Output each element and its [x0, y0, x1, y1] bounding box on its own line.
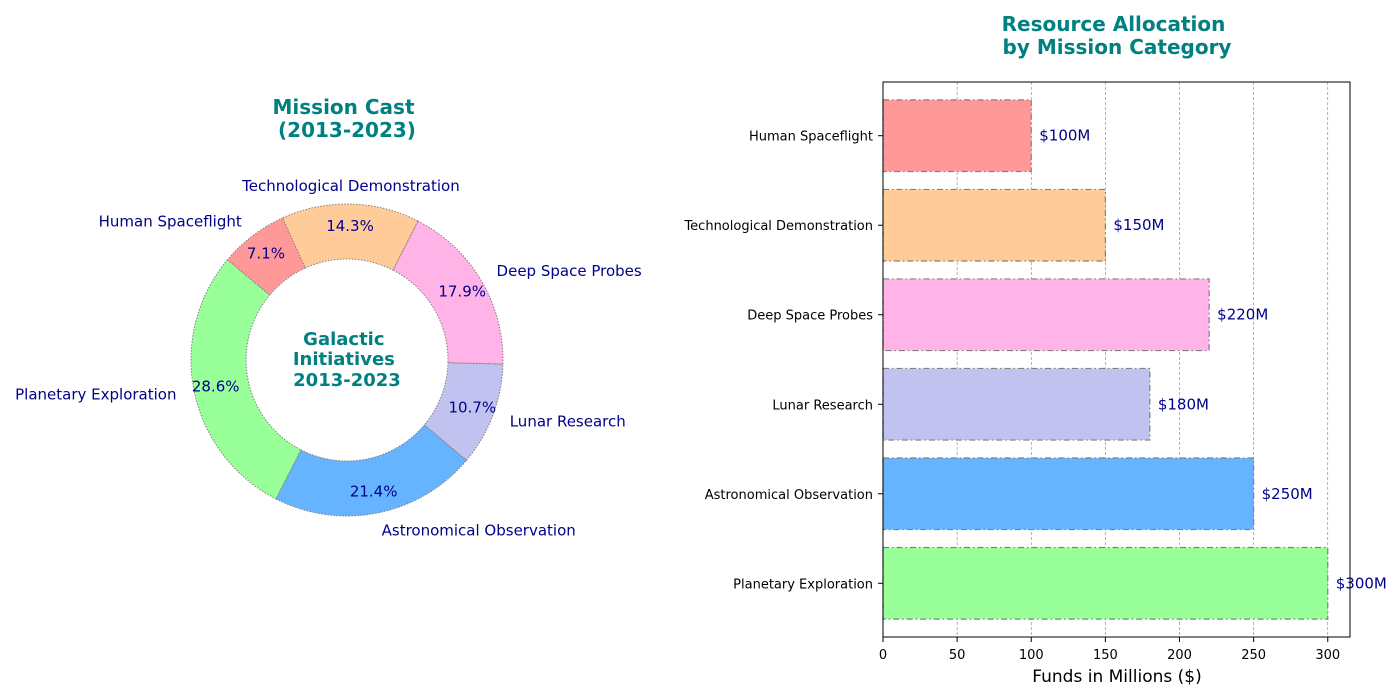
donut-category-label-planetary-exploration: Planetary Exploration — [15, 386, 176, 404]
bar-value-label-deep-space-probes: $220M — [1217, 306, 1268, 324]
donut-category-label-human-spaceflight: Human Spaceflight — [99, 212, 242, 230]
bar-y-tick-label-deep-space-probes: Deep Space Probes — [747, 309, 873, 324]
bar-chart-title: Resource Allocation by Mission Category — [1002, 12, 1233, 59]
donut-slice-lunar-research — [423, 362, 504, 461]
bar-y-tick-label-astronomical-observation: Astronomical Observation — [705, 488, 873, 503]
bar-value-label-astronomical-observation: $250M — [1262, 485, 1313, 503]
bar-ticks: 0 50 100 150 200 250 300 Planetary Exploration A… — [683, 130, 1340, 663]
donut-pct-label-astronomical-observation: 21.4% — [350, 482, 398, 500]
bar-astronomical-observation — [882, 457, 1255, 531]
bar-value-label-planetary-exploration: $300M — [1336, 574, 1387, 592]
bar-value-label-human-spaceflight: $100M — [1039, 127, 1090, 145]
bar-human-spaceflight — [882, 99, 1032, 173]
donut-slice-technological-demonstration — [281, 203, 419, 271]
bar-y-tick-label-lunar-research: Lunar Research — [772, 398, 873, 413]
donut-pct-label-technological-demonstration: 14.3% — [326, 217, 374, 235]
bar-x-tick-label: 250 — [1241, 648, 1266, 663]
donut-category-label-deep-space-probes: Deep Space Probes — [497, 262, 642, 280]
donut-pct-label-human-spaceflight: 7.1% — [247, 244, 285, 262]
donut-category-label-astronomical-observation: Astronomical Observation — [382, 522, 576, 540]
bar-planetary-exploration — [882, 546, 1329, 620]
donut-slice-planetary-exploration — [190, 259, 302, 500]
donut-slices — [190, 203, 504, 517]
bar-y-tick-label-human-spaceflight: Human Spaceflight — [749, 130, 873, 145]
donut-pct-label-lunar-research: 10.7% — [448, 398, 496, 416]
bar-lunar-research — [882, 367, 1151, 441]
bar-gridlines — [956, 82, 1329, 637]
donut-category-label-lunar-research: Lunar Research — [510, 413, 626, 431]
bar-value-label-lunar-research: $180M — [1158, 395, 1209, 413]
donut-center-text: Galactic Initiatives 2013-2023 — [293, 329, 401, 391]
bar-deep-space-probes — [882, 278, 1210, 352]
donut-labels: 28.6% Planetary Exploration 21.4% Astronomi… — [15, 177, 642, 539]
donut-pct-label-deep-space-probes: 17.9% — [438, 283, 486, 301]
bar-x-tick-label: 50 — [949, 648, 966, 663]
bar-x-tick-label: 150 — [1093, 648, 1118, 663]
bar-plot-frame — [882, 81, 1351, 638]
donut-pct-label-planetary-exploration: 28.6% — [192, 378, 240, 396]
donut-chart: Mission Cast (2013-2023) 28.6% Planetary … — [15, 95, 642, 540]
bar-x-tick-label: 300 — [1315, 648, 1340, 663]
donut-chart-title: Mission Cast (2013-2023) — [273, 95, 422, 142]
bar-value-label-technological-demonstration: $150M — [1113, 216, 1164, 234]
bar-x-tick-label: 100 — [1019, 648, 1044, 663]
bar-x-tick-label: 0 — [879, 648, 887, 663]
donut-slice-human-spaceflight — [226, 217, 306, 296]
bar-y-tick-label-planetary-exploration: Planetary Exploration — [733, 577, 873, 592]
bar-x-tick-label: 200 — [1167, 648, 1192, 663]
donut-slice-deep-space-probes — [392, 220, 504, 365]
donut-slice-astronomical-observation — [275, 424, 468, 517]
bar-bars: $300M $250M $180M $220M $150M $100M — [882, 99, 1387, 620]
donut-category-label-technological-demonstration: Technological Demonstration — [241, 177, 460, 195]
bar-y-tick-label-technological-demonstration: Technological Demonstration — [683, 219, 873, 234]
bar-x-axis-title: Funds in Millions ($) — [1032, 667, 1201, 687]
bar-technological-demonstration — [882, 188, 1106, 262]
